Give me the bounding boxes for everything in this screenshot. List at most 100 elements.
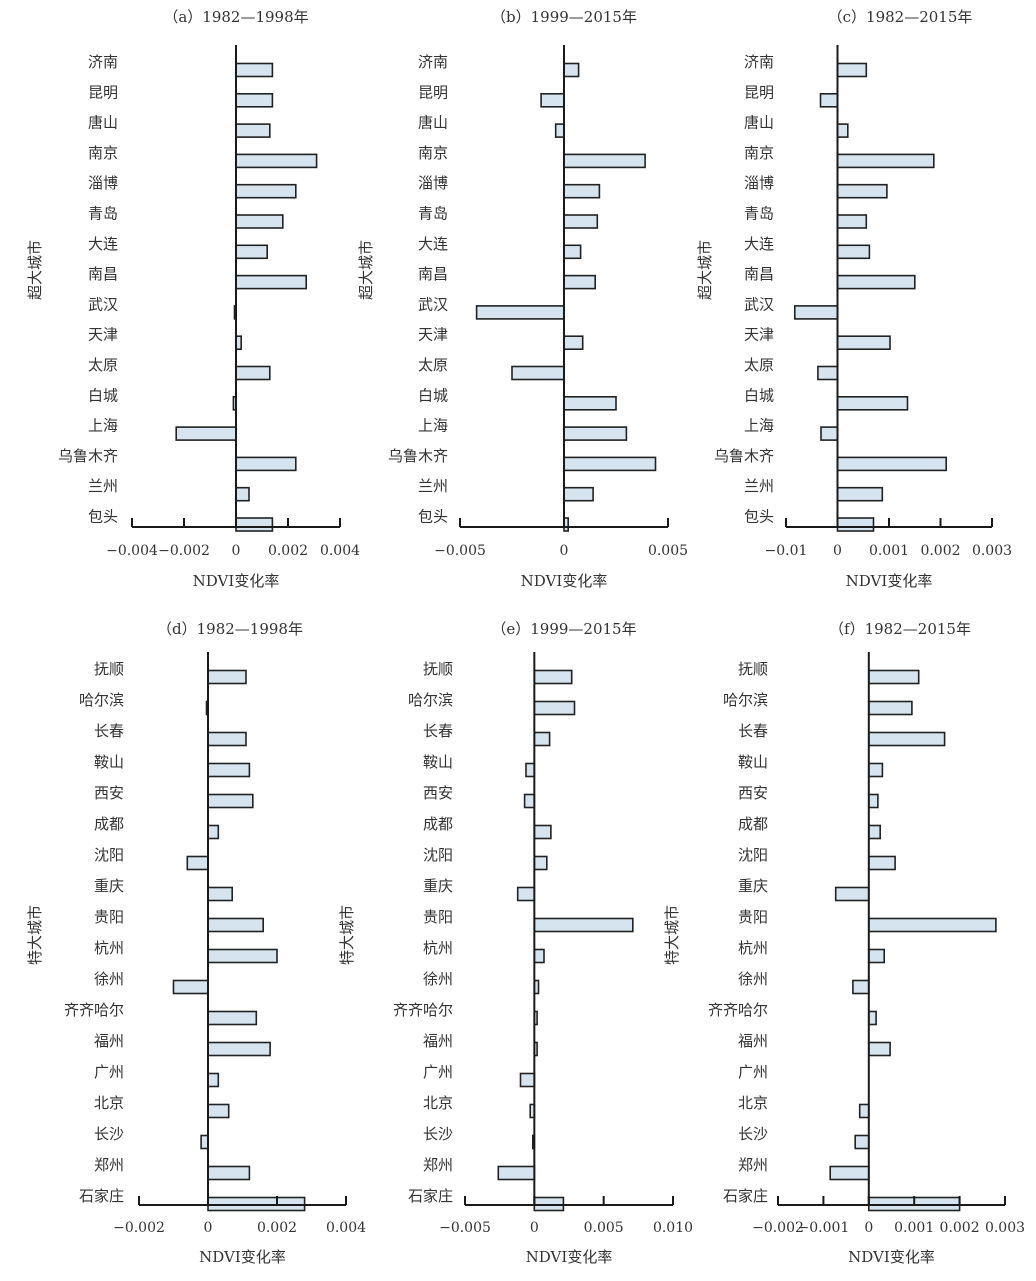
bar [836,274,916,290]
category-label: 南昌 [88,265,118,283]
category-label: 长春 [738,722,768,740]
category-label: 唐山 [418,114,448,132]
category-label: 济南 [418,53,448,71]
bar [836,62,868,78]
bar [563,486,594,502]
category-label: 成都 [423,815,453,833]
category-label: 南京 [88,144,118,162]
x-tick-label: 0 [232,543,241,559]
bar [235,517,274,532]
x-tick-label: 0.002 [268,543,308,559]
bar [207,824,220,840]
x-tick-label: 0 [864,1220,873,1236]
category-label: 唐山 [744,114,774,132]
category-label: 西安 [94,784,124,802]
bar [186,855,209,871]
category-label: 沈阳 [738,846,768,864]
bar [819,93,839,108]
bar [867,917,997,933]
x-tick-label: −0.002 [158,543,210,559]
bar [511,365,565,381]
bar [235,456,297,472]
category-label: 淄博 [418,174,448,192]
category-label: 齐齐哈尔 [393,1001,453,1019]
category-label: 天津 [418,326,448,344]
category-label: 长沙 [94,1125,124,1143]
bar [563,153,646,169]
category-label: 天津 [88,326,118,344]
x-tick-label: −0.005 [434,543,486,559]
bar [867,793,879,809]
category-label: 广州 [94,1063,124,1081]
bar [235,244,269,260]
x-tick-label: −0.005 [439,1220,491,1236]
x-tick-label: 0 [530,1220,539,1236]
bar [563,244,582,260]
bar [836,244,871,260]
category-label: 沈阳 [94,846,124,864]
bar [858,1103,870,1119]
panel-title: （b）1999—2015年 [491,8,637,26]
y-axis-label: 超大城市 [696,240,714,300]
bar [235,93,274,108]
bar [563,335,584,351]
bar [867,948,885,964]
bar [563,426,628,441]
bar [533,731,551,747]
category-label: 乌鲁木齐 [388,447,448,465]
bar [836,335,891,351]
category-label: 青岛 [88,205,118,223]
bar [533,948,545,964]
category-label: 太原 [744,356,774,374]
bar [207,886,234,902]
category-label: 哈尔滨 [408,691,453,709]
x-axis-label: NDVI变化率 [846,572,933,590]
x-tick-label: 0 [560,543,569,559]
category-label: 南京 [744,144,774,162]
bar [533,824,552,840]
bar [207,731,247,747]
category-label: 上海 [418,417,448,435]
category-label: 淄博 [88,174,118,192]
category-label: 包头 [418,508,448,526]
category-label: 天津 [744,326,774,344]
bar [793,305,839,320]
category-label: 徐州 [423,970,453,988]
category-label: 贵阳 [423,908,453,926]
category-label: 抚顺 [423,660,453,678]
panel-title: （d）1982—1998年 [157,620,303,638]
bar [554,123,565,138]
bar [235,274,307,290]
category-label: 齐齐哈尔 [708,1001,768,1019]
bar [563,62,580,78]
bar [533,855,548,871]
y-axis-label: 特大城市 [338,905,356,965]
category-label: 重庆 [738,877,768,895]
x-tick-label: 0.001 [894,1220,934,1236]
x-axis-label: NDVI变化率 [199,1248,286,1266]
category-label: 济南 [744,53,774,71]
bar [867,762,884,778]
x-tick-label: −0.002 [113,1220,165,1236]
x-axis-label: NDVI变化率 [193,572,280,590]
category-label: 鞍山 [423,753,453,771]
bar [235,365,271,381]
bar [829,1165,870,1181]
category-label: 抚顺 [738,660,768,678]
category-label: 唐山 [88,114,118,132]
y-axis-label: 特大城市 [26,905,44,965]
category-label: 兰州 [744,477,774,495]
category-label: 乌鲁木齐 [58,447,118,465]
category-label: 兰州 [418,477,448,495]
bar [867,700,913,716]
category-label: 重庆 [423,877,453,895]
category-label: 南京 [418,144,448,162]
bar [235,486,250,502]
bar [563,456,657,472]
x-tick-label: 0.003 [985,1220,1025,1236]
bar [836,456,947,472]
category-label: 北京 [94,1094,124,1112]
